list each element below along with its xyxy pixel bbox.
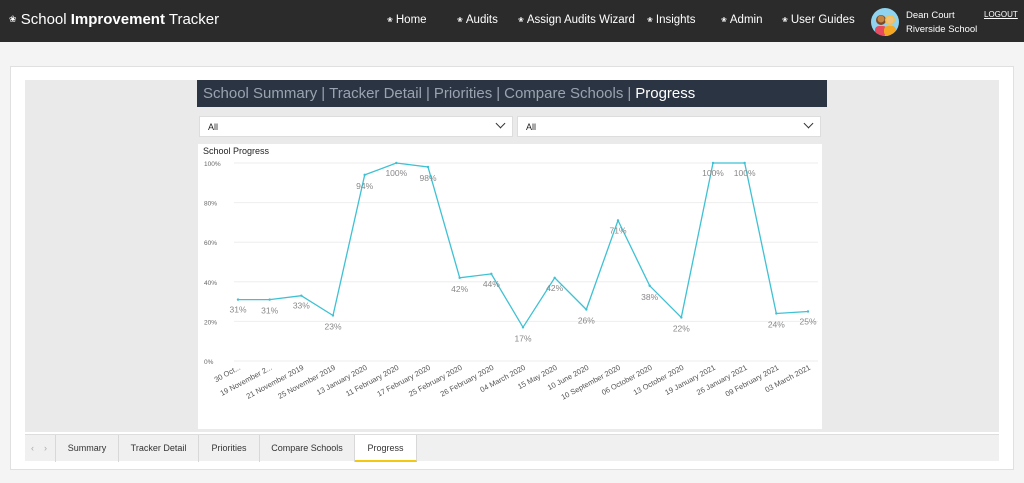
data-label: 100%: [734, 168, 756, 178]
data-point: [490, 272, 493, 276]
brand-text-bold: Improvement: [70, 11, 165, 28]
data-label: 33%: [293, 301, 310, 311]
data-point: [775, 312, 778, 315]
data-label: 94%: [356, 181, 373, 191]
brand-icon: ❀: [9, 14, 17, 24]
data-label: 31%: [261, 306, 278, 316]
report-nav-separator: |: [627, 85, 632, 102]
data-label: 98%: [419, 173, 436, 183]
data-point: [585, 308, 588, 311]
nav-assign-audits-wizard[interactable]: Assign Audits Wizard: [518, 14, 635, 26]
nav-home[interactable]: Home: [387, 14, 427, 26]
data-point: [553, 276, 556, 280]
nav-audits[interactable]: Audits: [457, 14, 498, 26]
data-point: [300, 294, 303, 297]
data-label: 22%: [673, 323, 690, 333]
data-label: 100%: [702, 168, 724, 178]
brand-text-plain: School: [20, 11, 71, 28]
chevron-down-icon: [495, 118, 506, 129]
data-label: 44%: [483, 279, 500, 289]
data-point: [711, 161, 715, 165]
y-tick-label: 100%: [204, 161, 221, 168]
logout-link[interactable]: LOGOUT: [984, 10, 1018, 19]
report-nav-separator: |: [496, 85, 501, 102]
chart-title: School Progress: [203, 146, 270, 156]
data-point: [268, 298, 271, 301]
progress-series-line: [238, 162, 809, 329]
page-tab-strip: ‹ › Summary Tracker Detail Priorities Co…: [25, 434, 999, 462]
tab-tracker-detail[interactable]: Tracker Detail: [119, 435, 199, 462]
data-point: [680, 316, 683, 319]
y-tick-label: 60%: [204, 240, 217, 247]
data-label: 71%: [609, 225, 626, 235]
data-label: 31%: [229, 305, 246, 315]
data-label: 17%: [514, 333, 531, 343]
user-school: Riverside School: [906, 24, 978, 35]
tab-next-arrow[interactable]: ›: [44, 443, 47, 453]
filter-dropdown-1-value: All: [208, 122, 219, 132]
data-label: 42%: [546, 283, 563, 293]
data-label: 23%: [324, 321, 341, 331]
y-tick-label: 20%: [204, 319, 217, 326]
report-nav-compare-schools[interactable]: Compare Schools: [504, 85, 624, 102]
y-tick-label: 80%: [204, 201, 217, 208]
data-point: [331, 314, 335, 317]
report-nav-priorities[interactable]: Priorities: [433, 85, 493, 102]
data-point: [648, 284, 651, 287]
data-label: 26%: [578, 316, 595, 326]
data-point: [426, 165, 430, 169]
report-nav-separator: |: [321, 85, 326, 102]
tab-compare-schools[interactable]: Compare Schools: [260, 435, 355, 462]
report-nav-progress[interactable]: Progress: [635, 85, 696, 102]
data-point: [395, 161, 398, 165]
report-nav-tracker-detail[interactable]: Tracker Detail: [329, 85, 422, 102]
tab-progress[interactable]: Progress: [355, 435, 417, 462]
data-point: [743, 161, 746, 165]
data-point: [458, 276, 461, 280]
nav-user-guides[interactable]: User Guides: [782, 14, 855, 26]
report-nav-school-summary[interactable]: School Summary: [203, 85, 318, 102]
data-label: 25%: [799, 317, 816, 327]
nav-admin[interactable]: Admin: [721, 14, 763, 26]
y-tick-label: 0%: [204, 359, 214, 366]
avatar-people-icon: [875, 15, 896, 36]
data-point: [363, 173, 366, 177]
data-label: 38%: [641, 292, 658, 302]
data-point: [521, 326, 525, 329]
tab-summary[interactable]: Summary: [55, 435, 119, 462]
tab-prev-arrow[interactable]: ‹: [31, 443, 34, 453]
user-avatar[interactable]: [871, 8, 899, 36]
report-navigation: School Summary | Tracker Detail | Priorities…: [197, 80, 827, 107]
data-label: 24%: [768, 319, 785, 329]
data-point: [806, 310, 810, 313]
data-label: 100%: [385, 168, 407, 178]
report-nav-separator: |: [425, 85, 430, 102]
top-navigation-bar: ❀ School Improvement Tracker Home Audits…: [0, 0, 1024, 42]
brand-text-suffix: Tracker: [164, 11, 220, 28]
data-point: [236, 298, 240, 301]
y-tick-label: 40%: [204, 280, 217, 287]
data-point: [616, 219, 620, 222]
nav-insights[interactable]: Insights: [647, 14, 696, 26]
data-label: 42%: [451, 284, 468, 294]
app-brand[interactable]: ❀ School Improvement Tracker: [9, 11, 219, 28]
school-progress-chart: School Progress 0% 20% 40% 60% 80% 100% 31% 31%…: [198, 144, 822, 429]
filter-dropdown-1[interactable]: All: [199, 116, 513, 137]
filter-dropdown-2-value: All: [526, 122, 537, 132]
user-name: Dean Court: [906, 10, 955, 21]
tab-priorities[interactable]: Priorities: [199, 435, 260, 462]
chevron-down-icon: [803, 118, 814, 129]
filter-dropdown-2[interactable]: All: [517, 116, 821, 137]
line-chart-svg: 0% 20% 40% 60% 80% 100% 31% 31% 33% 23% 94% 100% 98%…: [204, 161, 818, 402]
